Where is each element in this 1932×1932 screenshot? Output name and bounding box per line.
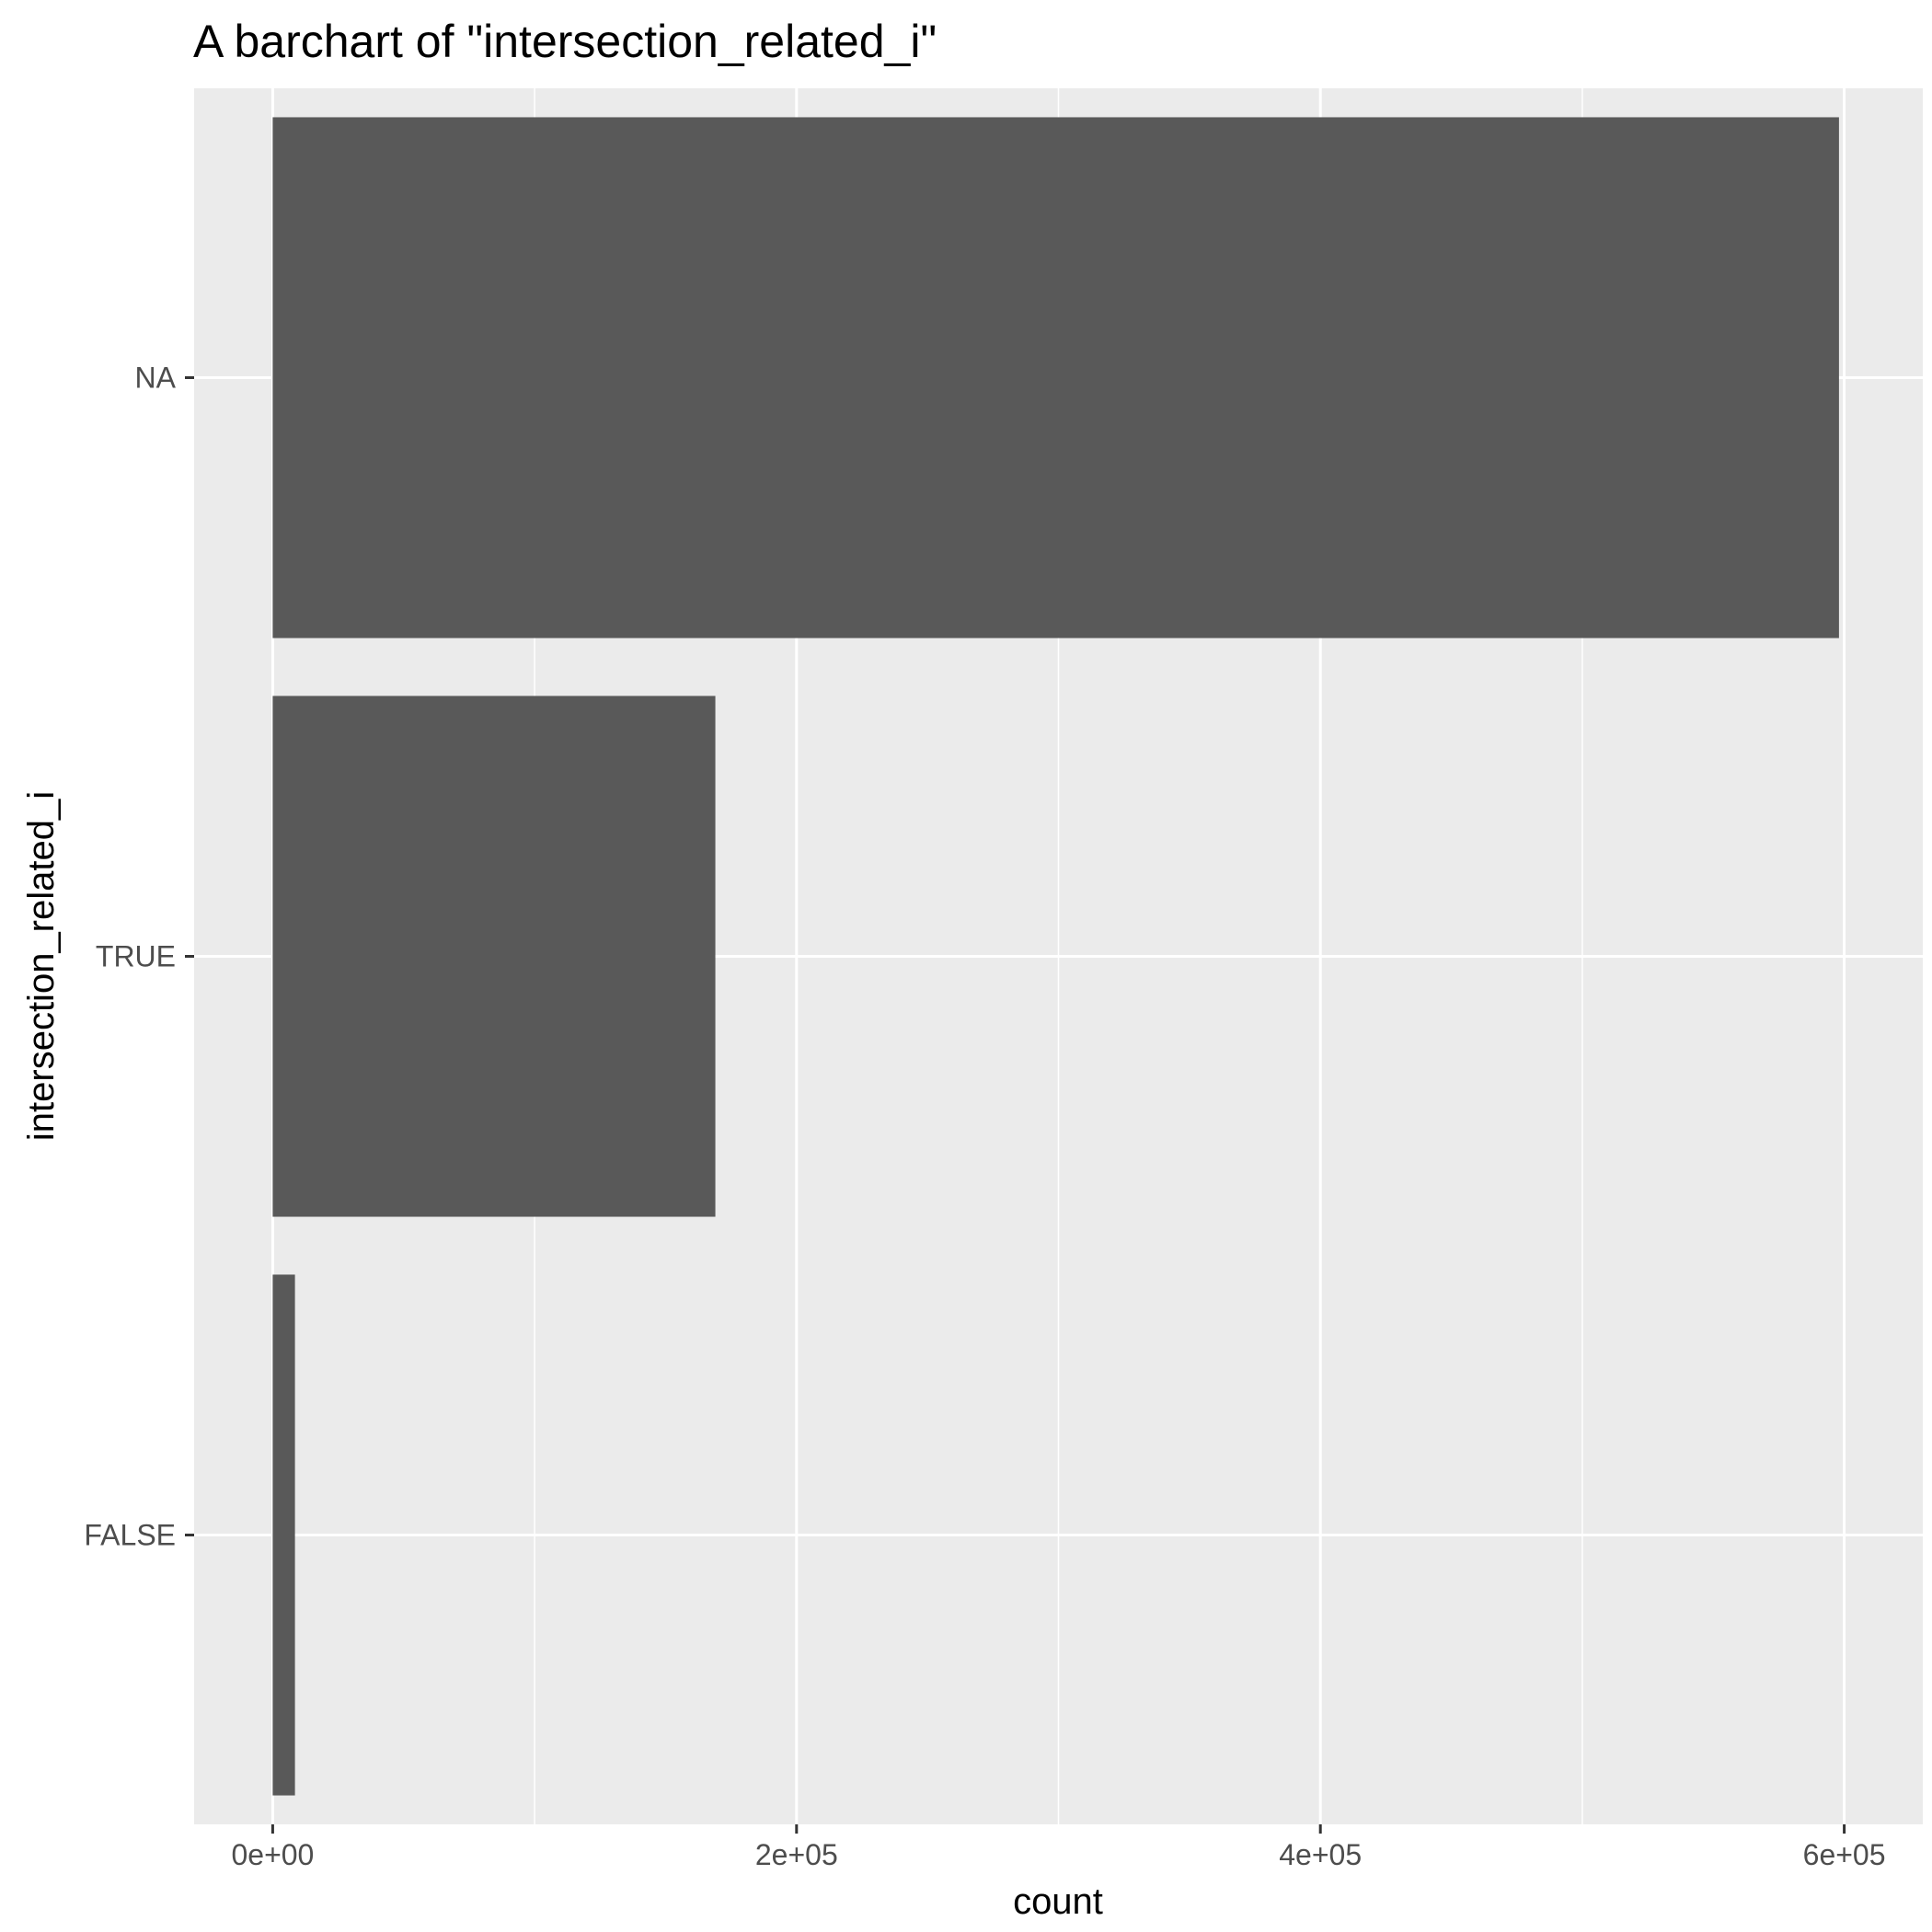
y-tick-label: FALSE <box>84 1519 176 1552</box>
x-axis-title: count <box>1013 1881 1103 1922</box>
x-axis-ticks: 0e+00 2e+05 4e+05 6e+05 <box>231 1824 1886 1871</box>
y-tick-label: TRUE <box>96 940 176 973</box>
y-tick-label: NA <box>135 362 177 395</box>
x-tick-label: 6e+05 <box>1803 1838 1886 1871</box>
x-tick-label: 0e+00 <box>231 1838 314 1871</box>
bar-true <box>272 696 716 1217</box>
bar-false <box>272 1274 295 1796</box>
bar-na <box>272 117 1839 638</box>
y-axis-ticks: NA TRUE FALSE <box>84 362 194 1552</box>
x-tick-label: 4e+05 <box>1279 1838 1362 1871</box>
y-axis-title: intersection_related_i <box>21 791 62 1141</box>
chart-title: A barchart of "intersection_related_i" <box>193 16 937 67</box>
x-tick-label: 2e+05 <box>755 1838 838 1871</box>
bars <box>272 117 1839 1796</box>
